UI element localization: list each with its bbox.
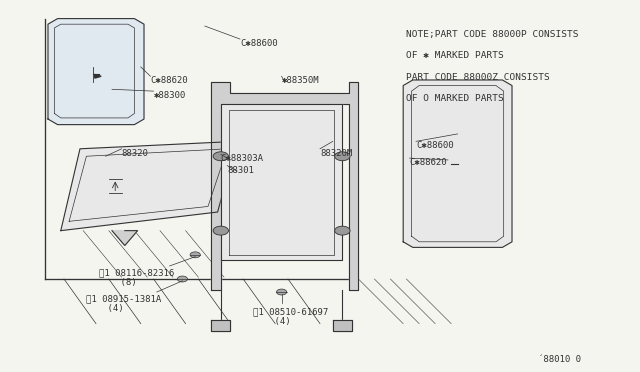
Circle shape (177, 276, 188, 282)
Circle shape (213, 152, 228, 161)
Circle shape (190, 252, 200, 258)
Text: PART CODE 88000Z CONSISTS: PART CODE 88000Z CONSISTS (406, 73, 550, 82)
Polygon shape (211, 320, 230, 331)
Polygon shape (221, 104, 342, 260)
Circle shape (335, 226, 350, 235)
Text: C✱88600: C✱88600 (240, 39, 278, 48)
Text: ⑗1 08915-1381A
    (4): ⑗1 08915-1381A (4) (86, 294, 162, 313)
Text: 88301: 88301 (227, 166, 254, 174)
Text: C✱88620: C✱88620 (150, 76, 188, 85)
Polygon shape (48, 19, 144, 125)
Text: OF O MARKED PARTS: OF O MARKED PARTS (406, 94, 504, 103)
Text: ✱88300: ✱88300 (154, 91, 186, 100)
Text: 88320M: 88320M (320, 149, 352, 158)
Text: C✱88620: C✱88620 (410, 158, 447, 167)
Circle shape (276, 289, 287, 295)
Circle shape (213, 226, 228, 235)
Polygon shape (333, 320, 352, 331)
Polygon shape (112, 231, 138, 246)
Text: NOTE;PART CODE 88000P CONSISTS: NOTE;PART CODE 88000P CONSISTS (406, 30, 579, 39)
Text: C✱88600: C✱88600 (416, 141, 454, 150)
Text: 88320: 88320 (122, 149, 148, 158)
Polygon shape (95, 74, 101, 78)
Text: OF ✱ MARKED PARTS: OF ✱ MARKED PARTS (406, 51, 504, 60)
Circle shape (335, 152, 350, 161)
Polygon shape (403, 80, 512, 247)
Text: ✱88350M: ✱88350M (282, 76, 319, 85)
Text: ␵1 08116-82316
    (8): ␵1 08116-82316 (8) (99, 268, 175, 287)
Text: ⑀1 08510-61697
    (4): ⑀1 08510-61697 (4) (253, 307, 328, 326)
Polygon shape (61, 141, 237, 231)
Text: C✱88303A: C✱88303A (221, 154, 264, 163)
Text: ´88010 0: ´88010 0 (538, 355, 580, 364)
Polygon shape (211, 82, 358, 290)
